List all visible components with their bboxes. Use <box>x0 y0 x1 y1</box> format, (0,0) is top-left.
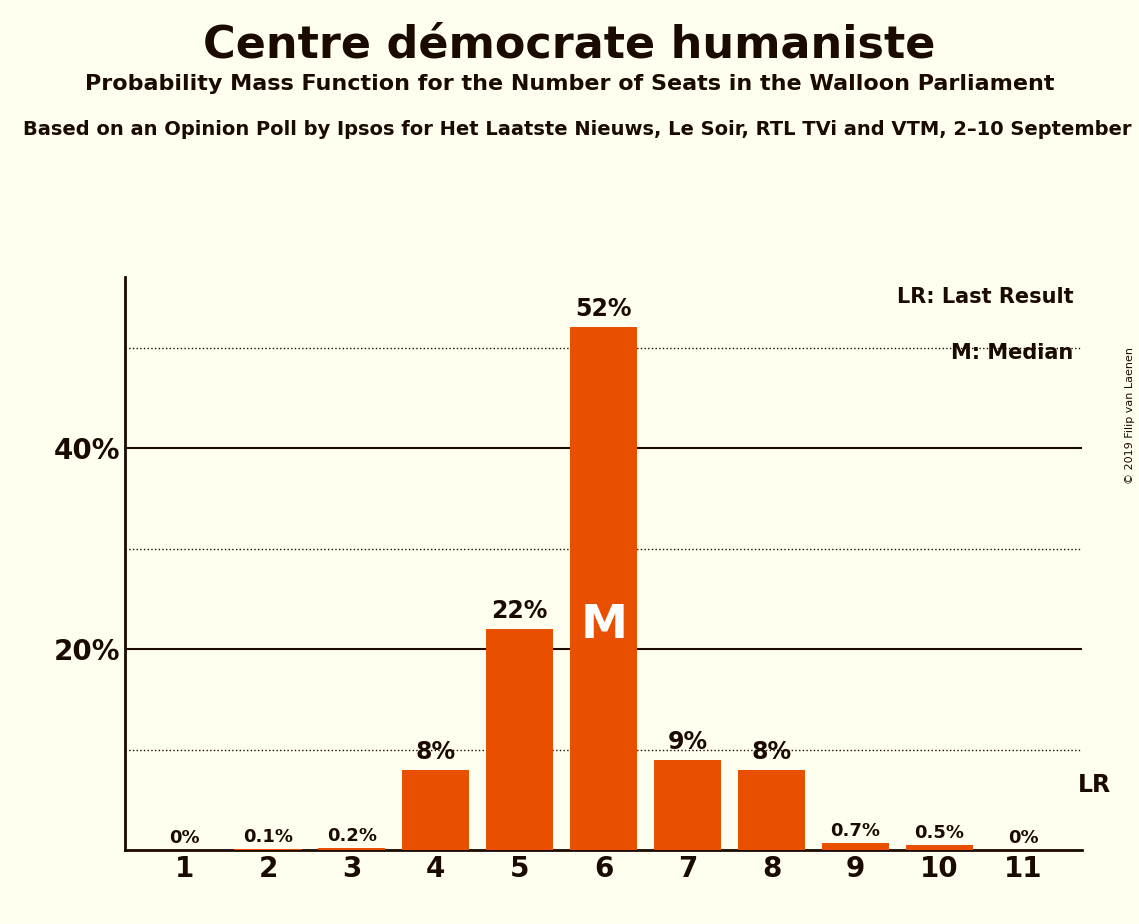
Bar <box>402 770 469 850</box>
Text: Centre démocrate humaniste: Centre démocrate humaniste <box>204 23 935 67</box>
Bar <box>738 770 805 850</box>
Text: Probability Mass Function for the Number of Seats in the Walloon Parliament: Probability Mass Function for the Number… <box>84 74 1055 94</box>
Bar <box>906 845 973 850</box>
Text: 8%: 8% <box>752 739 792 763</box>
Text: Based on an Opinion Poll by Ipsos for Het Laatste Nieuws, Le Soir, RTL TVi and V: Based on an Opinion Poll by Ipsos for He… <box>23 120 1139 140</box>
Bar <box>654 760 721 850</box>
Text: 8%: 8% <box>416 739 456 763</box>
Text: 52%: 52% <box>575 298 632 322</box>
Bar <box>235 849 302 850</box>
Bar <box>822 843 890 850</box>
Text: 0.1%: 0.1% <box>243 828 293 846</box>
Text: LR: Last Result: LR: Last Result <box>898 287 1074 308</box>
Text: M: M <box>580 602 628 648</box>
Text: LR: LR <box>1077 772 1111 796</box>
Text: 0.7%: 0.7% <box>830 822 880 840</box>
Text: © 2019 Filip van Laenen: © 2019 Filip van Laenen <box>1125 347 1134 484</box>
Text: 0.2%: 0.2% <box>327 827 377 845</box>
Text: 22%: 22% <box>492 599 548 623</box>
Bar <box>318 848 385 850</box>
Text: M: Median: M: Median <box>951 343 1074 362</box>
Bar <box>486 629 554 850</box>
Bar <box>571 327 637 850</box>
Text: 0%: 0% <box>169 829 199 847</box>
Text: 0%: 0% <box>1008 829 1039 847</box>
Text: 9%: 9% <box>667 730 707 754</box>
Text: 0.5%: 0.5% <box>915 824 965 842</box>
